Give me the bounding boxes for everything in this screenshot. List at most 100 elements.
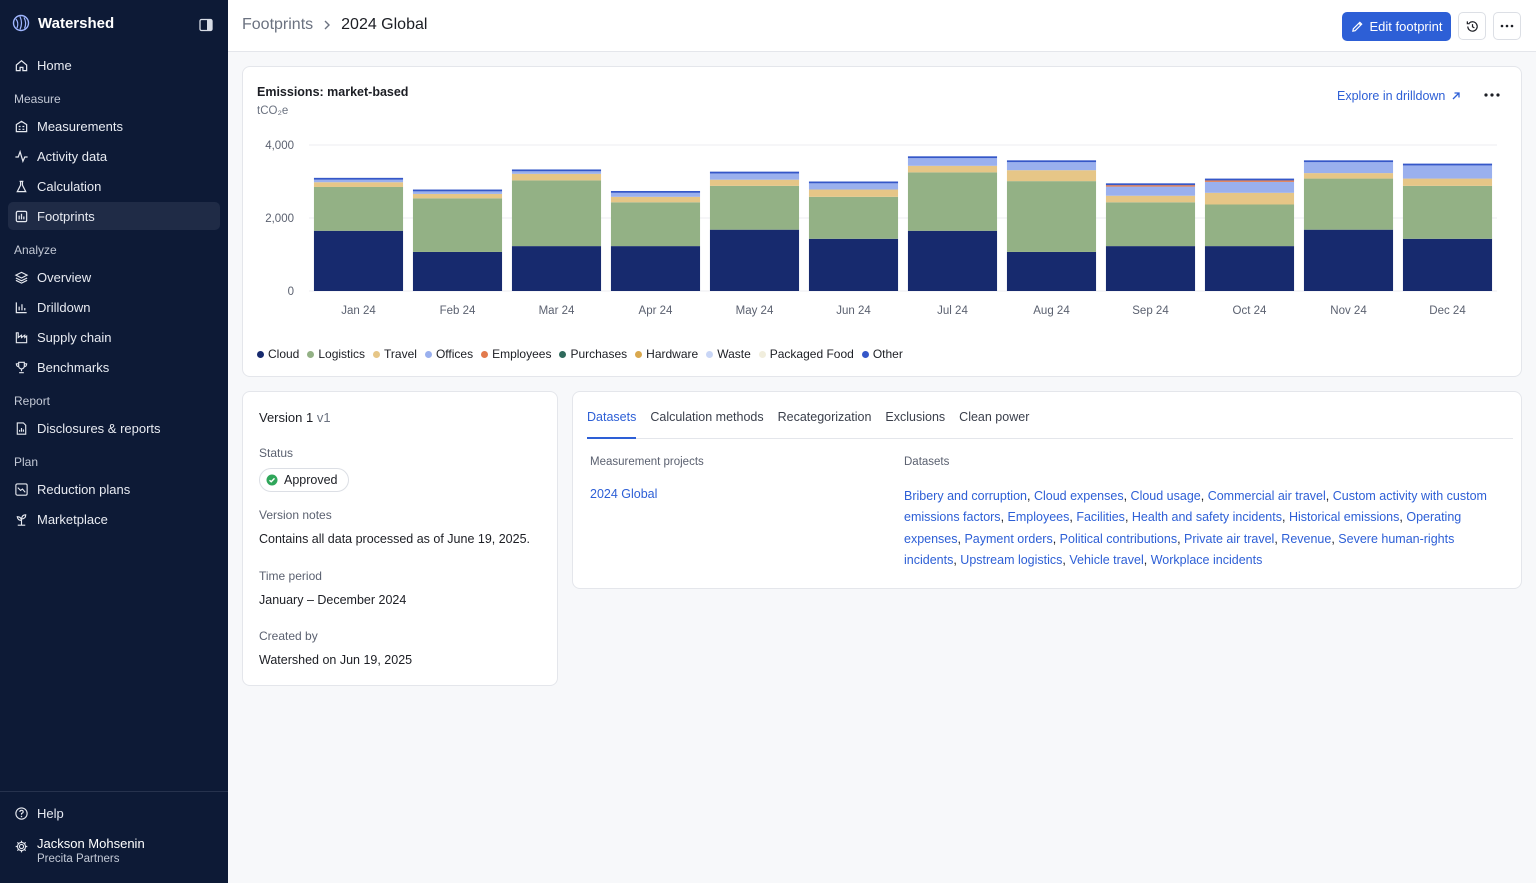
tab-calculation-methods[interactable]: Calculation methods [650, 410, 764, 424]
chart-more-button[interactable] [1480, 85, 1504, 105]
bar-segment-offices[interactable] [1303, 162, 1394, 174]
project-link[interactable]: 2024 Global [590, 487, 658, 501]
sidebar-item-disclosures[interactable]: Disclosures & reports [8, 414, 220, 442]
bar-segment-other[interactable] [709, 171, 800, 174]
sidebar-item-footprints[interactable]: Footprints [8, 202, 220, 230]
dataset-link[interactable]: Payment orders [964, 531, 1053, 546]
legend-item[interactable]: Packaged Food [758, 347, 854, 361]
bar-segment-logistics[interactable] [1402, 185, 1493, 239]
bar-segment-cloud[interactable] [1303, 229, 1394, 291]
dataset-link[interactable]: Commercial air travel [1207, 489, 1326, 503]
legend-item[interactable]: Logistics [307, 347, 365, 361]
bar-segment-offices[interactable] [1105, 186, 1196, 196]
tab-recategorization[interactable]: Recategorization [777, 410, 872, 424]
collapse-sidebar-button[interactable] [198, 17, 214, 33]
bar-segment-travel[interactable] [313, 182, 404, 187]
bar-segment-offices[interactable] [1402, 165, 1493, 179]
bar-segment-travel[interactable] [1105, 195, 1196, 203]
sidebar-item-help[interactable]: Help [8, 799, 220, 827]
dataset-link[interactable]: Workplace incidents [1150, 552, 1263, 567]
sidebar-item-activity-data[interactable]: Activity data [8, 142, 220, 170]
bar-segment-logistics[interactable] [808, 196, 899, 239]
bar-segment-cloud[interactable] [1204, 246, 1295, 291]
bar-segment-travel[interactable] [1402, 178, 1493, 186]
bar-segment-logistics[interactable] [313, 186, 404, 231]
bar-segment-logistics[interactable] [511, 180, 602, 247]
legend-item[interactable]: Travel [373, 347, 417, 361]
sidebar-item-marketplace[interactable]: Marketplace [8, 505, 220, 533]
bar-segment-travel[interactable] [610, 196, 701, 203]
sidebar-item-overview[interactable]: Overview [8, 263, 220, 291]
bar-segment-logistics[interactable] [1006, 181, 1097, 252]
dataset-link[interactable]: Employees [1007, 510, 1070, 525]
bar-segment-offices[interactable] [412, 191, 503, 194]
bar-segment-logistics[interactable] [610, 202, 701, 247]
dataset-link[interactable]: Health and safety incidents [1131, 510, 1282, 525]
dataset-link[interactable]: Historical emissions [1288, 510, 1400, 525]
bar-segment-travel[interactable] [1204, 192, 1295, 205]
sidebar-item-reduction-plans[interactable]: Reduction plans [8, 475, 220, 503]
user-menu[interactable]: Jackson Mohsenin Precita Partners [14, 836, 145, 865]
bar-segment-travel[interactable] [808, 189, 899, 197]
brand[interactable]: Watershed [12, 14, 114, 32]
breadcrumb-footprints-link[interactable]: Footprints [242, 16, 314, 33]
bar-segment-other[interactable] [511, 169, 602, 172]
bar-segment-other[interactable] [1105, 183, 1196, 186]
bar-segment-cloud[interactable] [907, 230, 998, 291]
bar-segment-logistics[interactable] [709, 185, 800, 230]
legend-item[interactable]: Offices [424, 347, 473, 361]
sidebar-item-measurements[interactable]: Measurements [8, 112, 220, 140]
bar-segment-offices[interactable] [907, 158, 998, 166]
sidebar-item-drilldown[interactable]: Drilldown [8, 293, 220, 321]
bar-segment-offices[interactable] [610, 192, 701, 197]
legend-item[interactable]: Other [861, 347, 903, 361]
dataset-link[interactable]: Revenue [1281, 531, 1332, 546]
bar-segment-travel[interactable] [1006, 170, 1097, 182]
dataset-link[interactable]: Facilities [1076, 510, 1125, 525]
dataset-link[interactable]: Custom activity with custom emissions fa… [904, 489, 1487, 525]
bar-segment-other[interactable] [1303, 160, 1394, 163]
bar-segment-employees[interactable] [1105, 185, 1196, 187]
bar-segment-logistics[interactable] [907, 172, 998, 231]
dataset-link[interactable]: Cloud expenses [1033, 489, 1124, 503]
tab-clean-power[interactable]: Clean power [959, 410, 1030, 424]
bar-segment-logistics[interactable] [1204, 204, 1295, 247]
bar-segment-travel[interactable] [511, 173, 602, 181]
bar-segment-offices[interactable] [808, 183, 899, 190]
bar-segment-other[interactable] [313, 177, 404, 180]
bar-segment-travel[interactable] [412, 193, 503, 199]
legend-item[interactable]: Purchases [559, 347, 627, 361]
dataset-link[interactable]: Upstream logistics [960, 552, 1063, 567]
bar-segment-other[interactable] [610, 190, 701, 193]
history-button[interactable] [1458, 12, 1486, 40]
sidebar-item-benchmarks[interactable]: Benchmarks [8, 353, 220, 381]
bar-segment-logistics[interactable] [412, 198, 503, 252]
legend-item[interactable]: Hardware [635, 347, 698, 361]
bar-segment-other[interactable] [1006, 160, 1097, 163]
bar-segment-logistics[interactable] [1105, 202, 1196, 247]
bar-segment-cloud[interactable] [1402, 238, 1493, 291]
bar-segment-offices[interactable] [1204, 181, 1295, 193]
bar-segment-cloud[interactable] [808, 238, 899, 291]
explore-drilldown-link[interactable]: Explore in drilldown [1337, 89, 1461, 103]
bar-segment-logistics[interactable] [1303, 178, 1394, 230]
dataset-link[interactable]: Vehicle travel [1069, 552, 1144, 567]
bar-segment-cloud[interactable] [412, 251, 503, 291]
tab-exclusions[interactable]: Exclusions [885, 410, 946, 424]
legend-item[interactable]: Cloud [257, 347, 299, 361]
bar-segment-other[interactable] [412, 189, 503, 192]
bar-segment-other[interactable] [1402, 163, 1493, 166]
sidebar-item-supply-chain[interactable]: Supply chain [8, 323, 220, 351]
legend-item[interactable]: Employees [481, 347, 551, 361]
bar-segment-offices[interactable] [313, 179, 404, 183]
bar-segment-cloud[interactable] [709, 229, 800, 291]
sidebar-item-calculation[interactable]: Calculation [8, 172, 220, 200]
dataset-link[interactable]: Operating expenses [904, 510, 1462, 546]
bar-segment-other[interactable] [907, 156, 998, 159]
bar-segment-cloud[interactable] [1006, 251, 1097, 291]
bar-segment-travel[interactable] [1303, 173, 1394, 179]
bar-segment-travel[interactable] [907, 165, 998, 173]
bar-segment-cloud[interactable] [313, 230, 404, 291]
bar-segment-offices[interactable] [511, 171, 602, 174]
dataset-link[interactable]: Political contributions [1059, 531, 1178, 546]
